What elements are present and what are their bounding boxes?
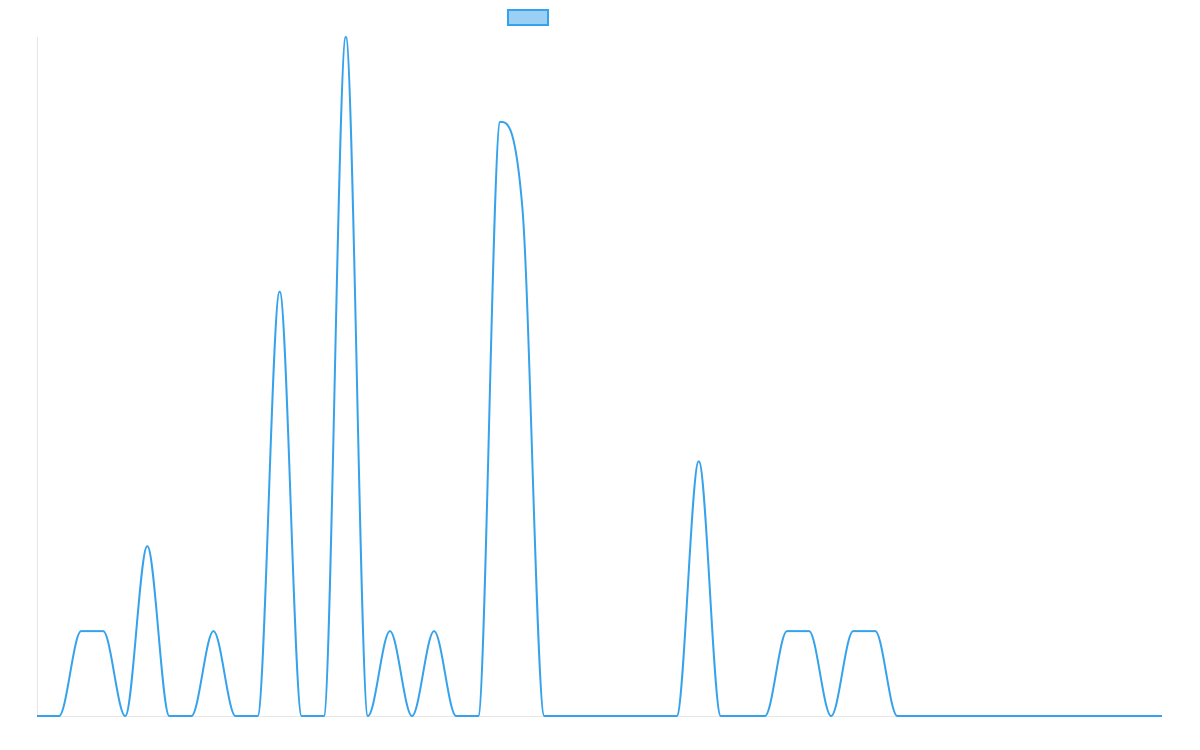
legend-swatch[interactable] bbox=[507, 9, 549, 26]
series-line-0 bbox=[37, 36, 1162, 717]
series-layer bbox=[37, 36, 1162, 717]
legend[interactable] bbox=[507, 9, 549, 26]
axes bbox=[37, 37, 1162, 717]
